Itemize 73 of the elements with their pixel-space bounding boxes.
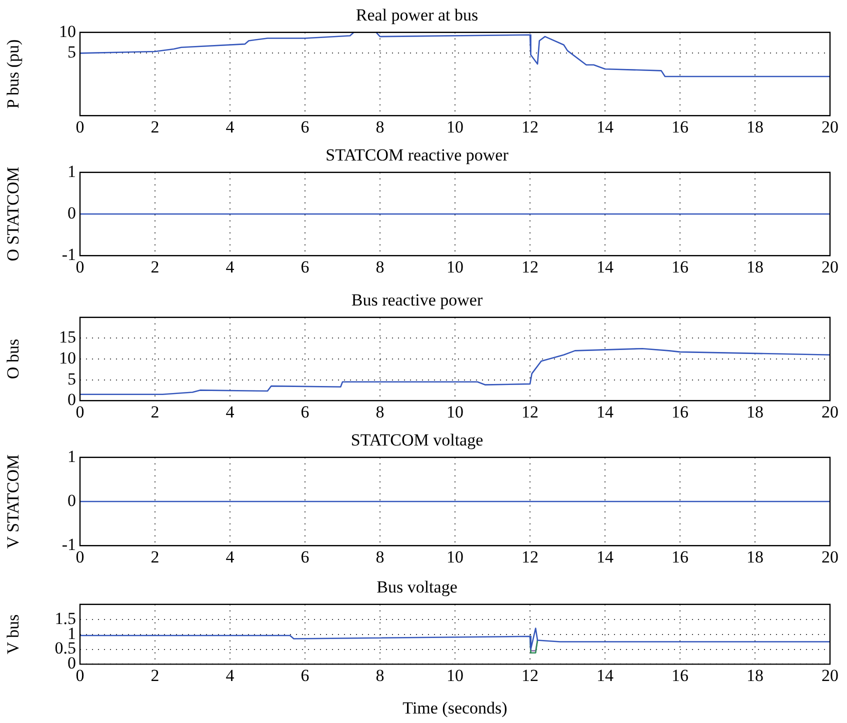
x-tick-label: 18 xyxy=(746,257,764,276)
x-tick-label: 18 xyxy=(746,547,764,566)
x-tick-label: 2 xyxy=(150,257,160,276)
x-tick-label: 10 xyxy=(446,117,464,136)
chart-title: STATCOM voltage xyxy=(350,430,484,450)
y-tick-label: 0 xyxy=(68,490,76,510)
y-tick-label: 10 xyxy=(59,22,76,41)
y-axis-title: O STATCOM xyxy=(4,166,23,262)
x-tick-label: 16 xyxy=(672,117,688,136)
x-tick-label: 10 xyxy=(446,402,464,422)
chart-title: Real power at bus xyxy=(356,6,478,25)
y-axis-title: V STATCOM xyxy=(4,454,23,549)
x-tick-label: 16 xyxy=(672,257,688,276)
y-tick-label: 5 xyxy=(68,369,76,388)
chart-title: STATCOM reactive power xyxy=(326,146,509,165)
x-tick-label: 10 xyxy=(446,257,464,276)
x-tick-label: 12 xyxy=(522,666,538,685)
x-tick-label: 14 xyxy=(596,257,614,276)
x-tick-label: 16 xyxy=(672,547,688,566)
y-axis-title: P bus (pu) xyxy=(4,39,23,109)
x-axis-title: Time (seconds) xyxy=(402,698,508,718)
x-tick-label: 18 xyxy=(746,117,764,136)
x-tick-label: 14 xyxy=(596,666,614,685)
x-tick-label: 2 xyxy=(150,117,160,136)
x-tick-label: 6 xyxy=(300,402,310,422)
x-tick-label: 8 xyxy=(376,547,384,566)
x-tick-label: 14 xyxy=(596,117,614,136)
x-tick-label: 4 xyxy=(226,117,235,136)
y-tick-label: 5 xyxy=(68,42,76,62)
x-tick-label: 14 xyxy=(596,547,614,566)
y-tick-label: 1 xyxy=(68,162,76,181)
x-tick-label: 8 xyxy=(376,402,384,422)
x-tick-label: 20 xyxy=(822,117,838,136)
x-tick-label: 16 xyxy=(672,666,688,685)
x-tick-label: 12 xyxy=(522,402,538,422)
x-tick-label: 10 xyxy=(446,666,464,685)
x-tick-label: 6 xyxy=(300,257,310,276)
x-tick-label: 4 xyxy=(226,547,235,566)
x-tick-label: 20 xyxy=(822,547,838,566)
y-tick-label: 1 xyxy=(68,446,76,466)
x-tick-label: 20 xyxy=(822,666,838,685)
x-tick-label: 2 xyxy=(150,666,160,685)
y-tick-label: -1 xyxy=(62,245,76,264)
chart-title: Bus voltage xyxy=(376,578,458,597)
x-tick-label: 14 xyxy=(596,402,614,422)
x-tick-label: 8 xyxy=(376,257,384,276)
x-tick-label: 6 xyxy=(300,666,310,685)
x-tick-label: 12 xyxy=(522,547,538,566)
x-tick-label: 20 xyxy=(822,257,838,276)
x-tick-label: 2 xyxy=(150,402,160,422)
y-axis-title: V bus xyxy=(4,614,23,654)
y-tick-label: 15 xyxy=(59,328,76,347)
y-tick-label: 0 xyxy=(68,203,76,222)
x-tick-label: 6 xyxy=(300,117,310,136)
x-tick-label: 12 xyxy=(522,117,538,136)
y-tick-label: 10 xyxy=(59,348,76,368)
x-tick-label: 2 xyxy=(150,547,160,566)
y-tick-label: -1 xyxy=(62,535,76,554)
x-tick-label: 6 xyxy=(300,547,310,566)
chart-title: Bus reactive power xyxy=(351,290,483,310)
x-tick-label: 8 xyxy=(376,666,384,685)
x-tick-label: 16 xyxy=(672,402,688,422)
x-tick-label: 4 xyxy=(226,666,235,685)
x-tick-label: 18 xyxy=(746,402,764,422)
x-tick-label: 10 xyxy=(446,547,464,566)
y-axis-title: O bus xyxy=(4,338,23,380)
x-tick-label: 4 xyxy=(226,257,235,276)
x-tick-label: 8 xyxy=(376,117,384,136)
x-tick-label: 18 xyxy=(746,666,764,685)
y-tick-label: 0 xyxy=(68,390,76,410)
x-tick-label: 4 xyxy=(226,402,235,422)
x-tick-label: 20 xyxy=(822,402,838,422)
x-tick-label: 12 xyxy=(522,257,538,276)
